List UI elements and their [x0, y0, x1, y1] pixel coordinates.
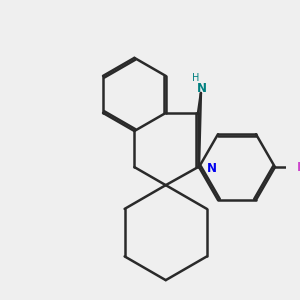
Text: H: H [193, 73, 200, 82]
Text: I: I [297, 160, 300, 174]
Text: N: N [197, 82, 207, 95]
Text: N: N [207, 162, 217, 175]
